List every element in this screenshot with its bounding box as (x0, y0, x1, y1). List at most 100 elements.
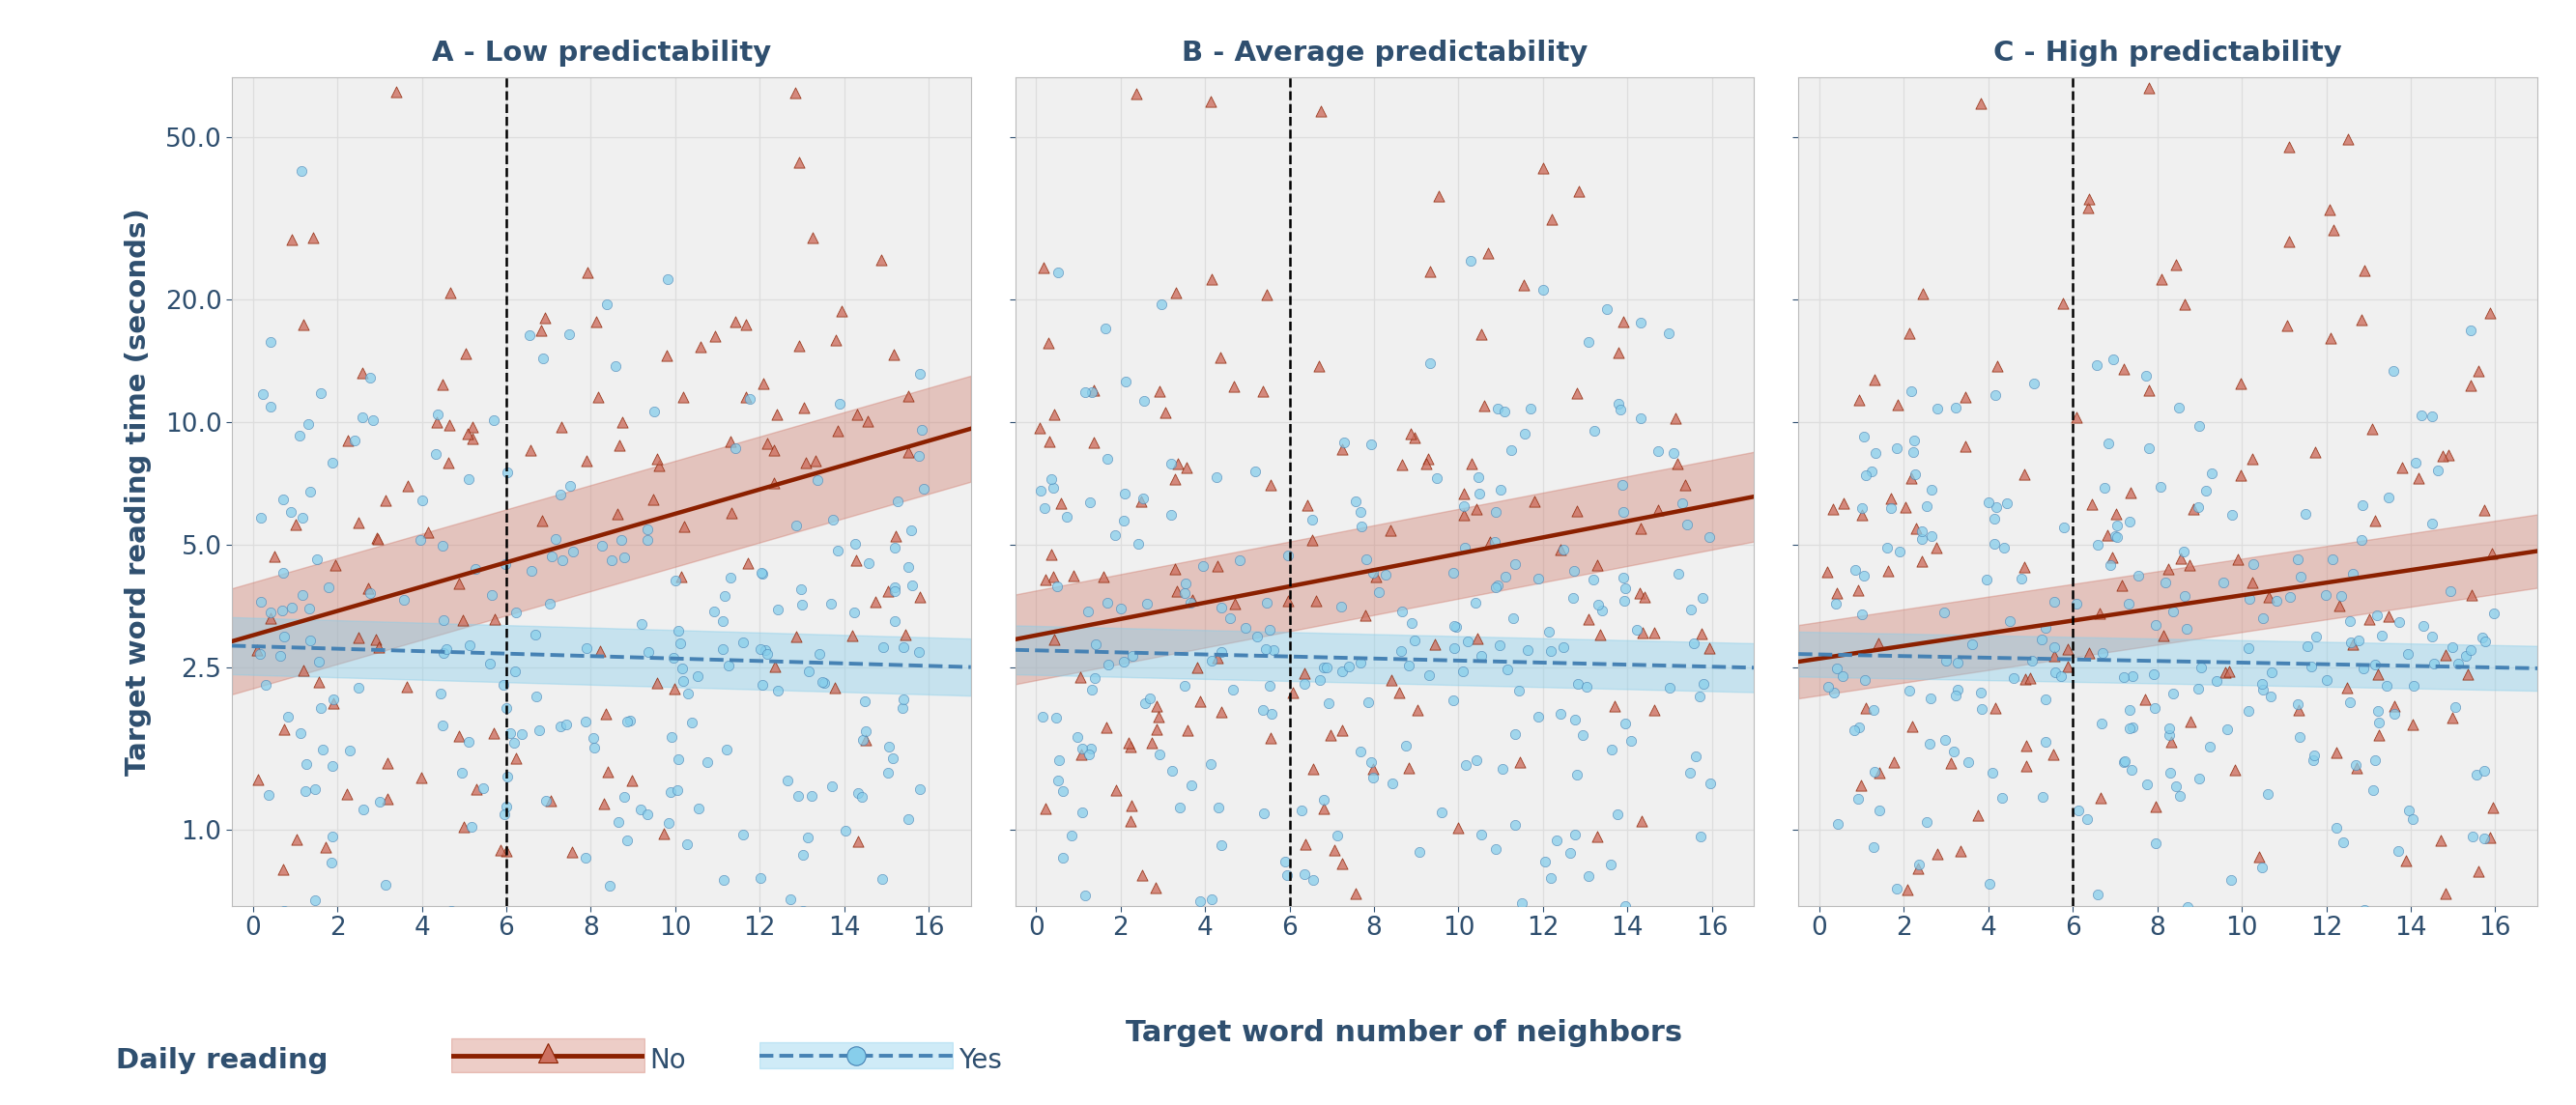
Point (1033, 480, 1074, 497)
Point (1901, 529, 1942, 547)
Point (415, 444, 456, 462)
Point (1301, 103, 1342, 120)
Point (1445, 756, 1486, 774)
Point (1620, 314, 1662, 332)
Point (1069, 494, 1110, 512)
Point (1669, 601, 1710, 619)
Point (739, 640, 781, 657)
Point (2357, 702, 2398, 719)
Point (2293, 751, 2334, 769)
Point (1265, 853, 1306, 871)
Point (2043, 295, 2084, 313)
Point (1543, 540, 1584, 558)
Point (598, 505, 639, 523)
Point (368, 790, 410, 808)
Point (2110, 701, 2151, 718)
Point (2367, 488, 2409, 506)
Point (1499, 682, 1540, 699)
Point (2473, 604, 2514, 622)
Point (2411, 628, 2452, 645)
Point (2445, 648, 2486, 665)
Point (1211, 609, 1252, 627)
Point (2136, 798, 2177, 815)
Point (2004, 465, 2045, 483)
Point (301, 740, 343, 758)
Point (1517, 708, 1558, 726)
Point (1553, 711, 1595, 728)
Point (1577, 828, 1618, 845)
Point (696, 926, 737, 944)
Point (2375, 697, 2416, 715)
Point (1929, 755, 1971, 772)
Point (1455, 751, 1497, 769)
Point (2097, 528, 2138, 546)
Point (2004, 670, 2045, 687)
Point (2342, 312, 2383, 329)
Point (281, 509, 322, 527)
Point (1110, 738, 1151, 756)
Point (1855, 370, 1896, 388)
Text: No: No (649, 1048, 685, 1074)
Point (314, 694, 355, 712)
Point (904, 480, 945, 497)
Point (361, 792, 402, 810)
Point (2326, 130, 2367, 148)
Point (2473, 799, 2514, 817)
Point (796, 452, 837, 470)
Point (1074, 635, 1115, 653)
Title: B - Average predictability: B - Average predictability (1182, 40, 1587, 67)
Point (1242, 382, 1283, 400)
Point (2110, 594, 2151, 612)
Point (510, 562, 551, 580)
Point (2056, 594, 2097, 612)
Point (842, 730, 884, 748)
Point (1043, 782, 1084, 800)
Point (428, 454, 469, 472)
Point (2372, 705, 2414, 723)
Point (2318, 597, 2360, 614)
Point (2357, 726, 2398, 744)
Point (270, 231, 312, 249)
Point (2331, 565, 2372, 582)
Point (1352, 564, 1394, 581)
Point (554, 967, 595, 985)
Point (1973, 699, 2014, 717)
Point (1283, 865, 1324, 883)
Point (2102, 669, 2143, 686)
Point (2432, 639, 2473, 656)
Point (1476, 400, 1517, 418)
Point (2344, 262, 2385, 280)
Point (1638, 501, 1680, 518)
Point (1409, 355, 1450, 372)
Point (2241, 675, 2282, 693)
Point (1340, 504, 1381, 522)
Point (283, 662, 325, 680)
Point (726, 554, 768, 571)
Point (2419, 831, 2460, 849)
Point (1095, 781, 1136, 799)
Point (2342, 660, 2383, 677)
Point (1213, 378, 1255, 396)
Point (2463, 629, 2504, 646)
Point (448, 733, 489, 750)
Point (2421, 446, 2463, 464)
Point (1046, 507, 1087, 525)
Point (2411, 515, 2452, 533)
Point (1123, 490, 1164, 507)
Point (2434, 698, 2476, 716)
Point (2177, 498, 2218, 516)
Point (1321, 722, 1363, 739)
Point (399, 532, 440, 549)
Point (657, 781, 698, 799)
Point (2313, 221, 2354, 239)
Point (1283, 664, 1324, 682)
Point (732, 925, 773, 943)
Point (2306, 672, 2347, 690)
Point (1816, 585, 1857, 602)
Point (1893, 443, 1935, 461)
Point (811, 777, 853, 794)
Text: Yes: Yes (958, 1048, 1002, 1074)
Point (659, 634, 701, 652)
Point (1461, 825, 1502, 843)
Point (327, 431, 368, 449)
